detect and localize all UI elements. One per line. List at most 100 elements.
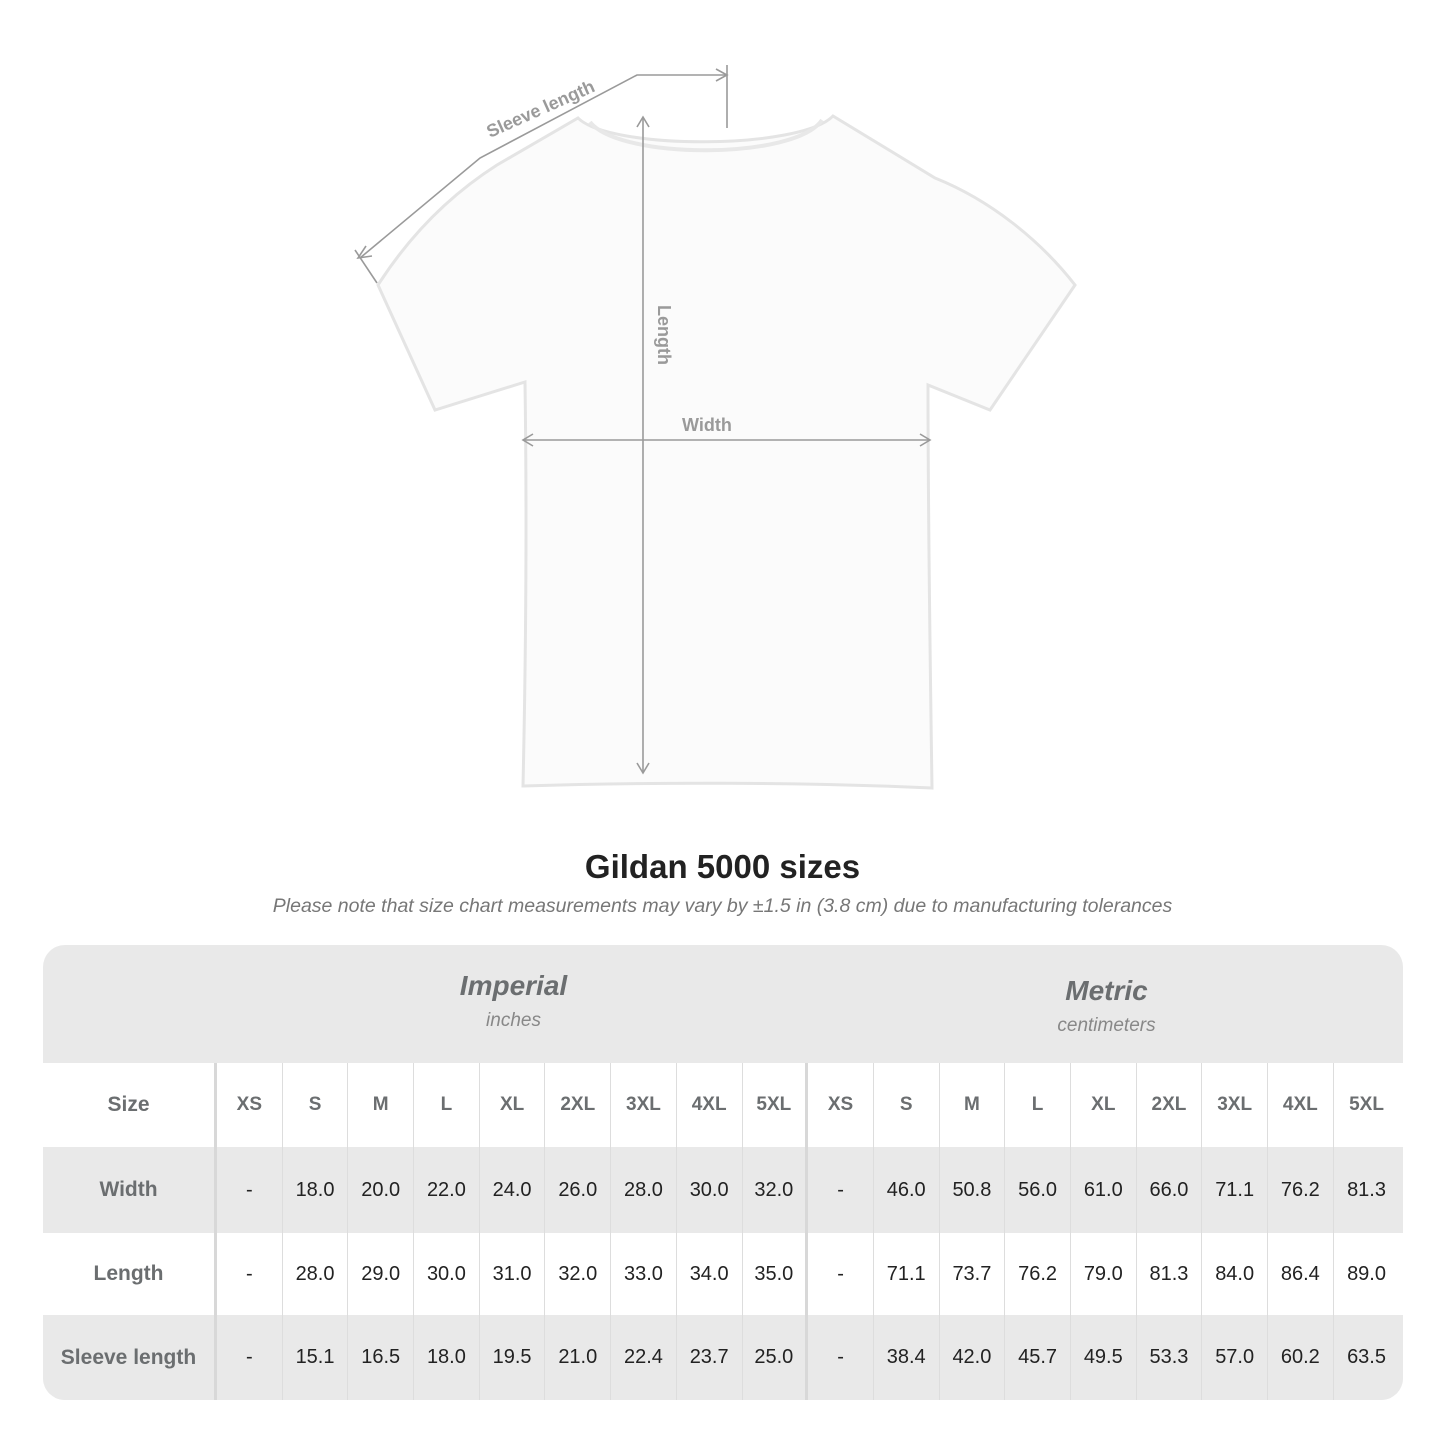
metric-cell: 76.2 <box>1005 1233 1071 1315</box>
metric-cell: 79.0 <box>1071 1233 1137 1315</box>
width-arrow-icon <box>521 433 534 447</box>
metric-cell: 61.0 <box>1071 1147 1137 1233</box>
imperial-cell: 23.7 <box>677 1315 743 1400</box>
metric-header: Metric centimeters <box>810 945 1403 1093</box>
imperial-cell: - <box>217 1233 283 1315</box>
imperial-cell: 34.0 <box>677 1233 743 1315</box>
metric-size-header: 2XL <box>1137 1063 1203 1147</box>
imperial-size-header: 3XL <box>611 1063 677 1147</box>
sleeve-arrow-icon <box>356 245 373 260</box>
metric-size-header: XS <box>808 1063 874 1147</box>
metric-cell: 81.3 <box>1137 1233 1203 1315</box>
metric-cell: 46.0 <box>874 1147 940 1233</box>
metric-cell: 81.3 <box>1347 1178 1386 1201</box>
metric-size-header: 3XL <box>1202 1063 1268 1147</box>
sleeve-arrow-icon <box>715 68 729 82</box>
row-label: Sleeve length <box>43 1315 217 1400</box>
metric-cell: 71.1 <box>1202 1147 1268 1233</box>
imperial-cell: 35.0 <box>743 1233 809 1315</box>
imperial-size-header: S <box>283 1063 349 1147</box>
chart-title: Gildan 5000 sizes <box>584 848 861 885</box>
metric-title: Metric <box>1065 975 1148 1006</box>
imperial-unit: inches <box>486 1010 541 1031</box>
metric-cell: 60.2 <box>1268 1315 1334 1400</box>
row-label: Size <box>43 1063 217 1147</box>
table-row: Width -18.0 20.0 22.0 24.0 26.0 28.0 30.0 32.0-4… <box>43 1147 1403 1233</box>
imperial-title: Imperial <box>459 970 568 1001</box>
metric-cell: 71.1 <box>874 1233 940 1315</box>
metric-cell: 56.0 <box>1005 1147 1071 1233</box>
table-row: Sleeve length -15.1 16.5 18.0 19.5 21.0 22.4 23… <box>43 1315 1403 1400</box>
metric-cell: 66.0 <box>1137 1147 1203 1233</box>
imperial-cell: 28.0 <box>611 1147 677 1233</box>
sleeve-end-tick <box>354 249 378 284</box>
imperial-cell: 32.0 <box>743 1147 809 1233</box>
length-label: Length <box>654 305 674 365</box>
length-arrow-icon <box>636 115 650 128</box>
size-table: Imperial inches Metric centimeters Size X… <box>43 945 1403 1400</box>
imperial-cell: 15.1 <box>283 1315 349 1400</box>
length-arrow-icon <box>636 762 650 775</box>
imperial-cell: 28.0 <box>283 1233 349 1315</box>
metric-size-header: 5XL <box>1349 1094 1384 1115</box>
imperial-header: Imperial inches <box>217 945 810 1088</box>
imperial-cell: 30.0 <box>677 1147 743 1233</box>
metric-size-header: XL <box>1071 1063 1137 1147</box>
imperial-cell: 18.0 <box>414 1315 480 1400</box>
metric-cell: 53.3 <box>1137 1315 1203 1400</box>
imperial-cell: 30.0 <box>414 1233 480 1315</box>
imperial-cell: 25.0 <box>743 1315 809 1400</box>
metric-cell: 76.2 <box>1268 1147 1334 1233</box>
imperial-cell: 32.0 <box>545 1233 612 1315</box>
imperial-cell: 21.0 <box>545 1315 612 1400</box>
metric-cell: - <box>808 1147 874 1233</box>
imperial-cell: 19.5 <box>480 1315 546 1400</box>
imperial-size-header: L <box>414 1063 480 1147</box>
metric-cell: 89.0 <box>1347 1262 1386 1285</box>
imperial-size-header: 5XL <box>743 1063 809 1147</box>
metric-cell: 86.4 <box>1268 1233 1334 1315</box>
imperial-cell: 33.0 <box>611 1233 677 1315</box>
tshirt-diagram: Sleeve length Length Width <box>354 65 1077 790</box>
imperial-cell: 24.0 <box>480 1147 546 1233</box>
metric-cell: - <box>808 1315 874 1400</box>
metric-cell: 38.4 <box>874 1315 940 1400</box>
metric-size-header: L <box>1005 1063 1071 1147</box>
imperial-cell: 20.0 <box>348 1147 415 1233</box>
metric-size-header: 4XL <box>1268 1063 1334 1147</box>
width-label: Width <box>682 415 732 435</box>
tolerance-note: Please note that size chart measurements… <box>272 895 1173 917</box>
size-header-row: Size XS S M L XL 2XL 3XL 4XL 5XL XS S M L XL 2XL 3XL 4XL 5… <box>43 1063 1403 1147</box>
imperial-size-header: XS <box>217 1063 283 1147</box>
imperial-size-header: XL <box>480 1063 546 1147</box>
tshirt-shape <box>376 114 1077 790</box>
metric-cell: 49.5 <box>1071 1315 1137 1400</box>
metric-cell: 63.5 <box>1347 1346 1386 1368</box>
sleeve-measure-line <box>359 74 727 259</box>
imperial-size-header: 4XL <box>677 1063 743 1147</box>
imperial-cell: 26.0 <box>545 1147 612 1233</box>
metric-cell: 42.0 <box>940 1315 1006 1400</box>
metric-cell: 73.7 <box>940 1233 1006 1315</box>
metric-cell: 84.0 <box>1202 1233 1268 1315</box>
width-arrow-icon <box>919 433 932 447</box>
metric-size-header: M <box>940 1063 1006 1147</box>
imperial-cell: 29.0 <box>348 1233 415 1315</box>
imperial-cell: 31.0 <box>480 1233 546 1315</box>
metric-size-header: S <box>874 1063 940 1147</box>
imperial-cell: - <box>217 1315 283 1400</box>
table-row: Length -28.0 29.0 30.0 31.0 32.0 33.0 34.0 35.0-… <box>43 1233 1403 1315</box>
imperial-cell: 22.4 <box>611 1315 677 1400</box>
imperial-size-header: 2XL <box>545 1063 612 1147</box>
imperial-cell: 18.0 <box>283 1147 349 1233</box>
row-label: Width <box>43 1147 217 1233</box>
collar <box>588 118 824 153</box>
imperial-cell: - <box>217 1147 283 1233</box>
imperial-size-header: M <box>348 1063 415 1147</box>
metric-cell: 45.7 <box>1005 1315 1071 1400</box>
metric-cell: 50.8 <box>940 1147 1006 1233</box>
row-label: Length <box>43 1233 217 1315</box>
metric-cell: - <box>808 1233 874 1315</box>
imperial-cell: 16.5 <box>348 1315 415 1400</box>
imperial-cell: 22.0 <box>414 1147 480 1233</box>
